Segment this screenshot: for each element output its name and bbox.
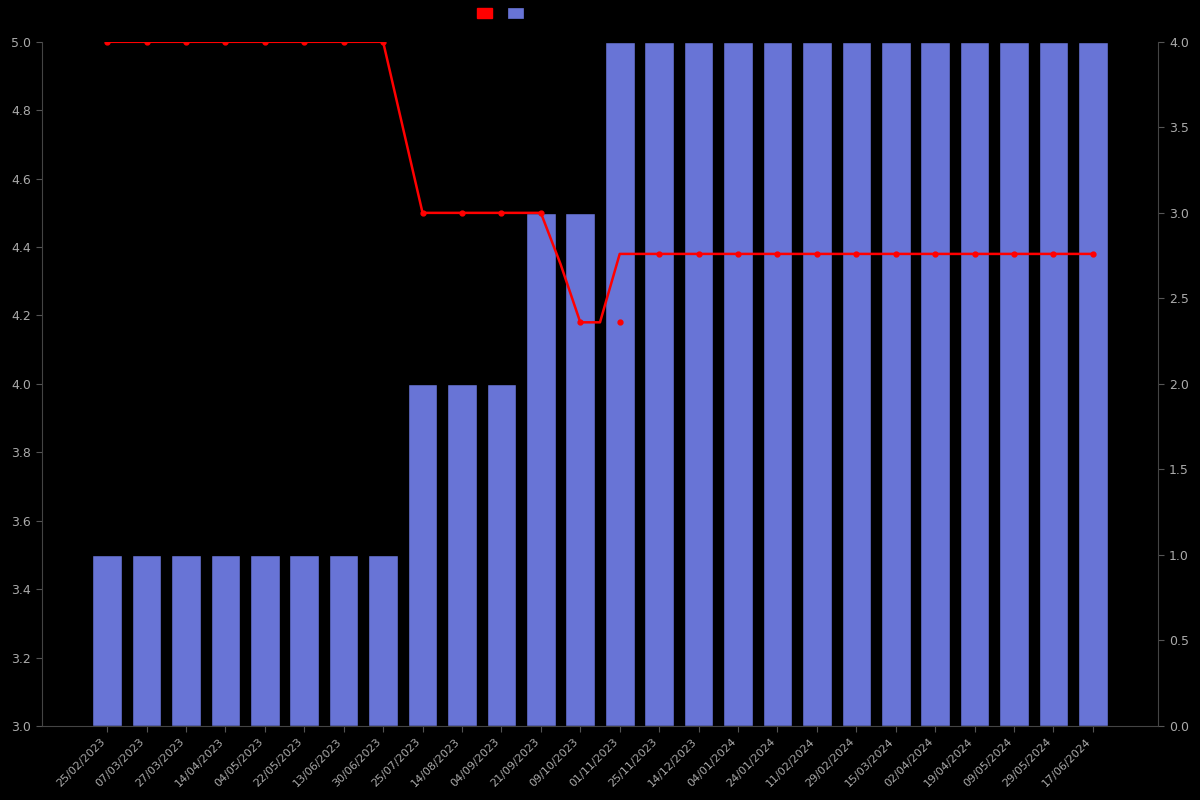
Bar bbox=[210, 555, 240, 726]
Bar bbox=[92, 555, 122, 726]
Bar bbox=[763, 42, 792, 726]
Bar bbox=[841, 42, 871, 726]
Bar bbox=[250, 555, 280, 726]
Bar bbox=[960, 42, 990, 726]
Bar bbox=[1039, 42, 1068, 726]
Legend: , : , bbox=[476, 7, 533, 20]
Bar bbox=[1078, 42, 1108, 726]
Bar bbox=[881, 42, 911, 726]
Bar bbox=[644, 42, 674, 726]
Bar bbox=[920, 42, 950, 726]
Bar bbox=[684, 42, 713, 726]
Bar bbox=[289, 555, 319, 726]
Bar bbox=[132, 555, 161, 726]
Bar bbox=[724, 42, 752, 726]
Bar bbox=[329, 555, 359, 726]
Bar bbox=[172, 555, 200, 726]
Bar bbox=[368, 555, 398, 726]
Bar bbox=[1000, 42, 1028, 726]
Bar bbox=[448, 384, 476, 726]
Bar bbox=[802, 42, 832, 726]
Bar bbox=[526, 213, 556, 726]
Bar bbox=[565, 213, 595, 726]
Bar bbox=[487, 384, 516, 726]
Bar bbox=[605, 42, 635, 726]
Bar bbox=[408, 384, 437, 726]
